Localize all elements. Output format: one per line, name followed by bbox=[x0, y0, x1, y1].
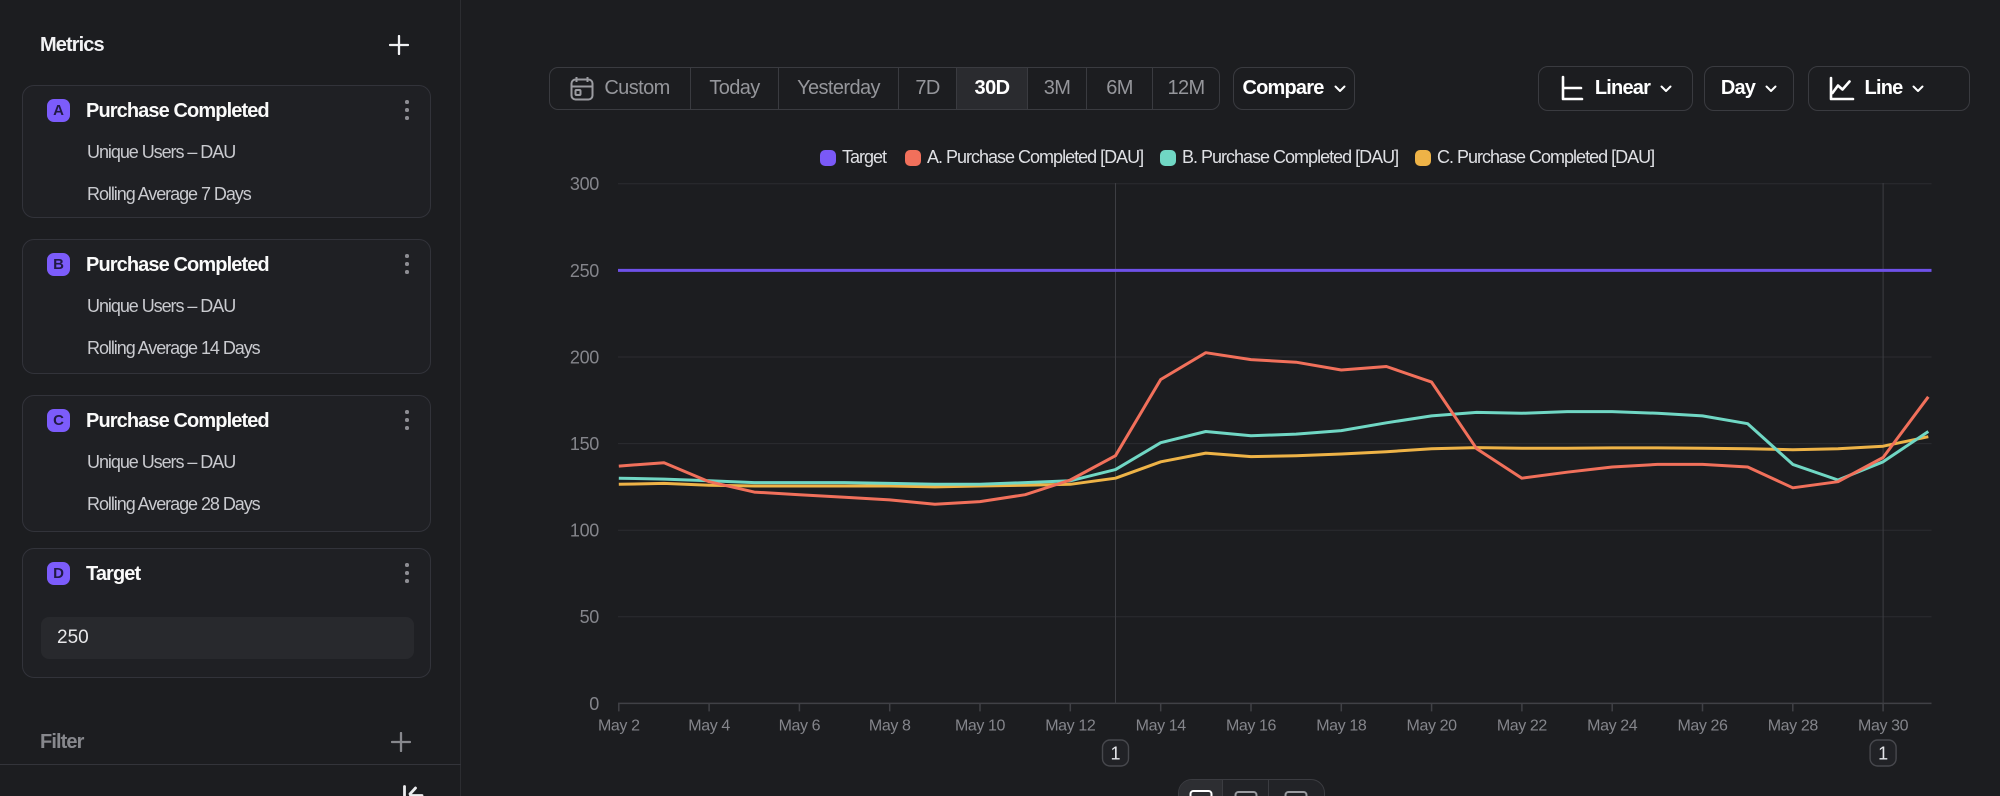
svg-text:May 16: May 16 bbox=[1226, 718, 1277, 735]
svg-text:May 12: May 12 bbox=[1045, 718, 1096, 735]
svg-text:200: 200 bbox=[570, 347, 599, 367]
svg-text:May 10: May 10 bbox=[955, 718, 1006, 735]
svg-text:150: 150 bbox=[570, 434, 599, 454]
svg-text:May 4: May 4 bbox=[688, 718, 730, 735]
svg-text:May 26: May 26 bbox=[1677, 718, 1728, 735]
svg-text:50: 50 bbox=[580, 607, 600, 627]
svg-text:May 6: May 6 bbox=[779, 718, 821, 735]
svg-text:May 8: May 8 bbox=[869, 718, 911, 735]
svg-text:May 14: May 14 bbox=[1136, 718, 1187, 735]
svg-text:250: 250 bbox=[570, 261, 599, 281]
svg-text:May 22: May 22 bbox=[1497, 718, 1548, 735]
svg-text:May 2: May 2 bbox=[598, 718, 640, 735]
svg-text:May 18: May 18 bbox=[1316, 718, 1367, 735]
svg-text:300: 300 bbox=[570, 174, 599, 194]
svg-text:May 24: May 24 bbox=[1587, 718, 1638, 735]
svg-text:May 20: May 20 bbox=[1407, 718, 1458, 735]
svg-text:May 30: May 30 bbox=[1858, 718, 1909, 735]
svg-text:1: 1 bbox=[1110, 744, 1120, 764]
svg-text:May 28: May 28 bbox=[1768, 718, 1819, 735]
svg-text:1: 1 bbox=[1878, 744, 1888, 764]
svg-text:0: 0 bbox=[589, 694, 599, 714]
svg-text:100: 100 bbox=[570, 521, 599, 541]
